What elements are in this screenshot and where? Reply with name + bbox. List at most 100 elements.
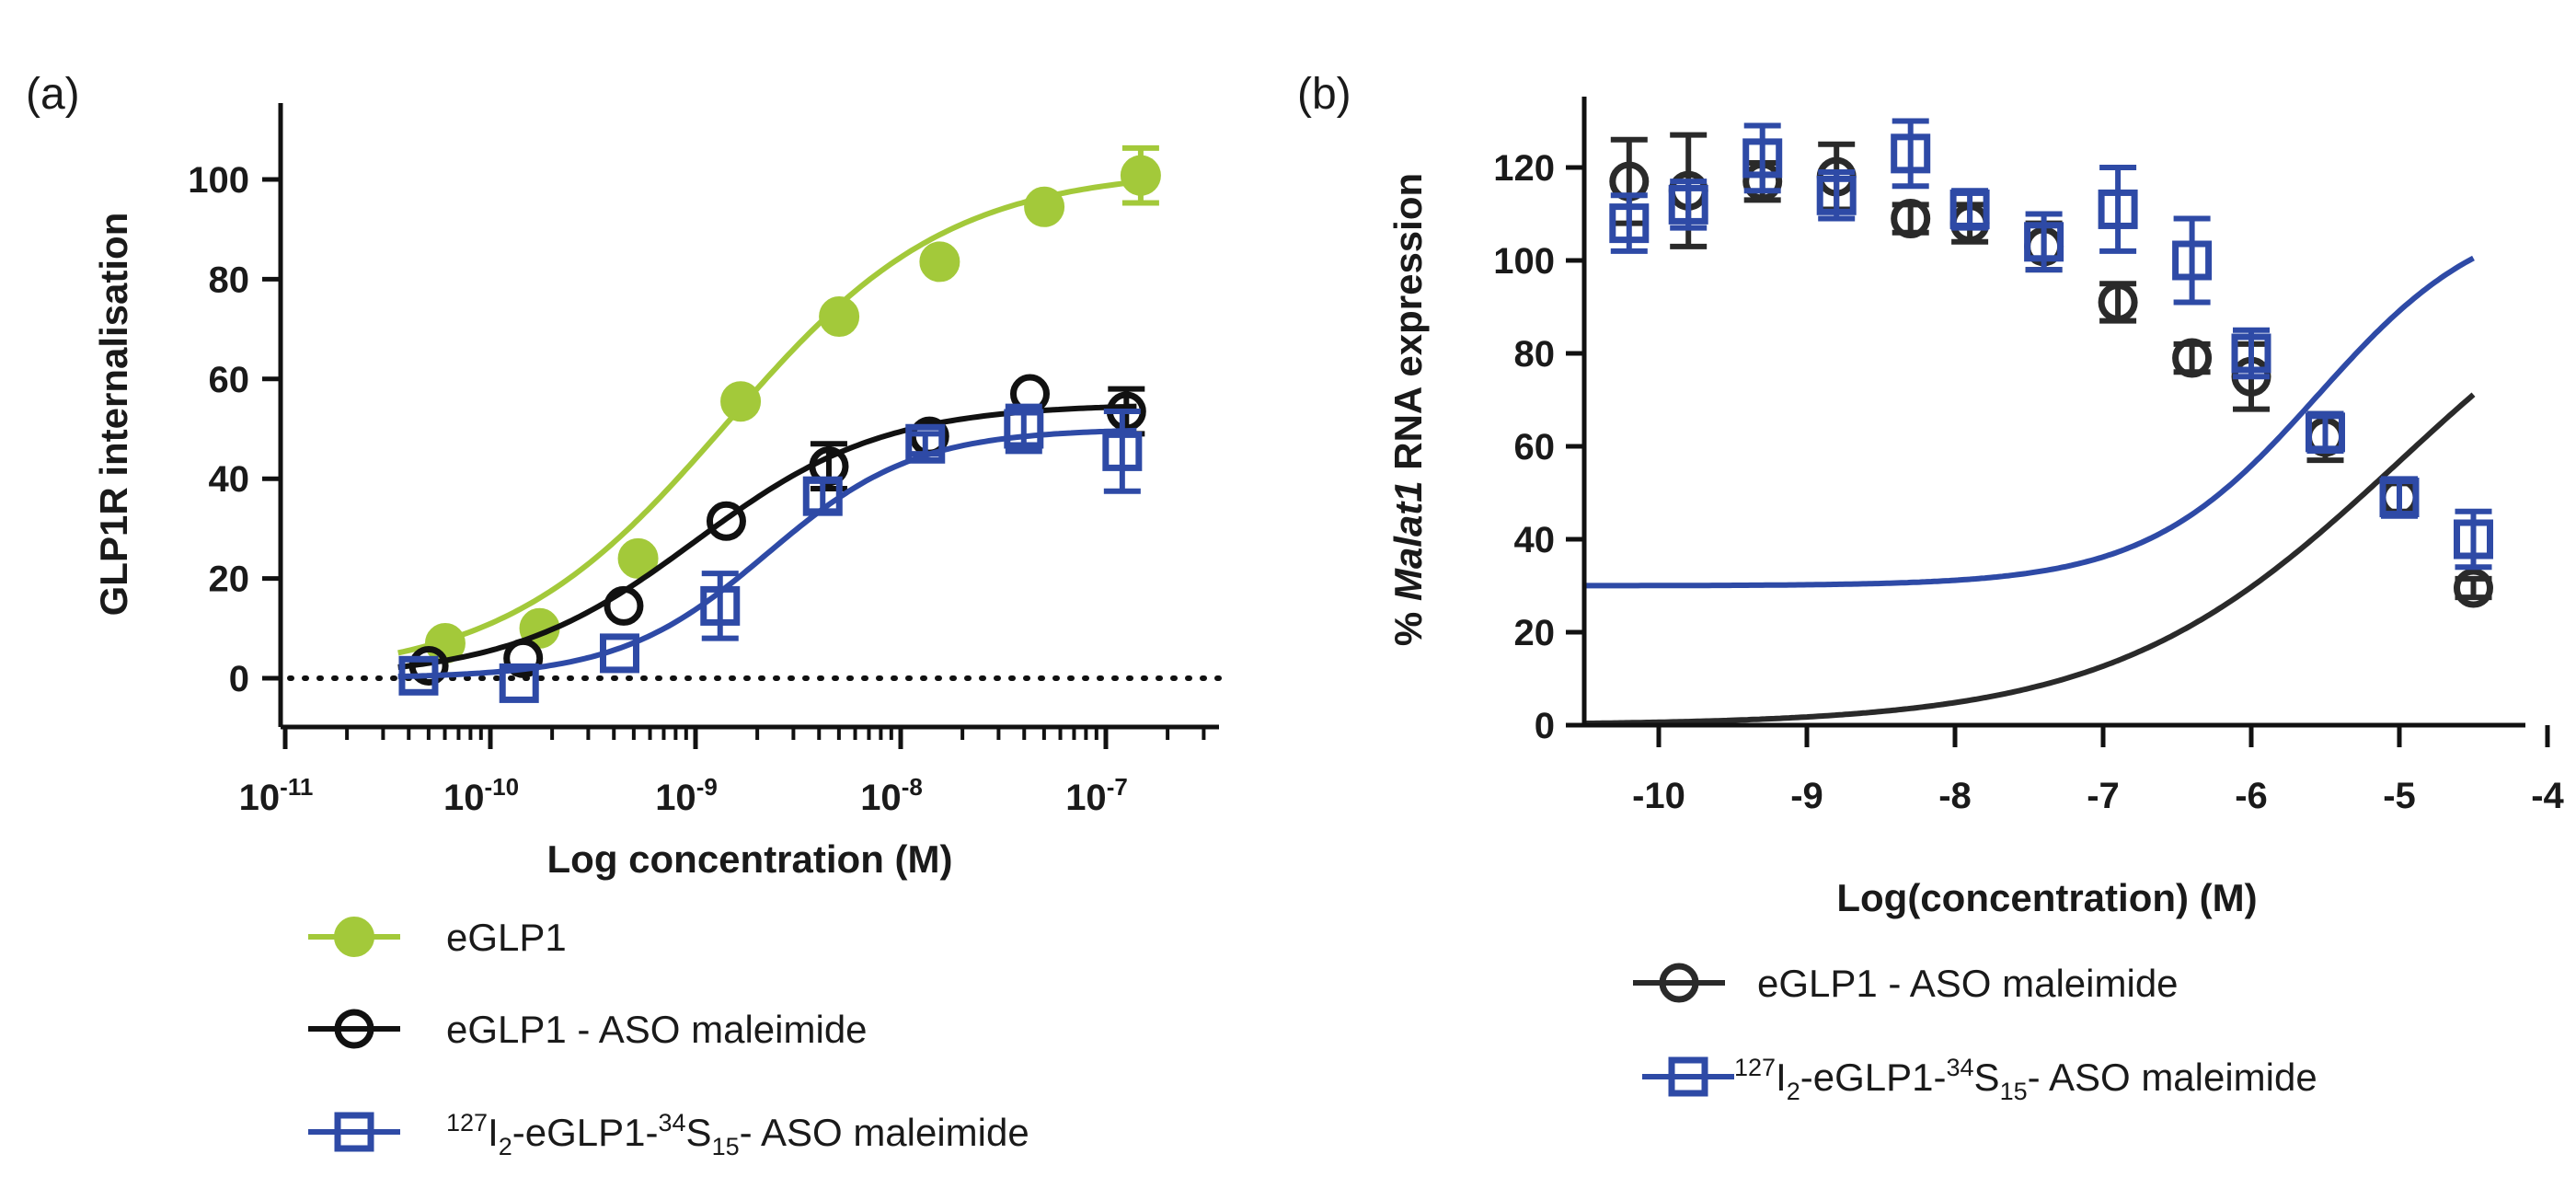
y-tick-label: 20 [209,560,250,600]
text-part: I [1776,1056,1787,1099]
text-part: -9 [696,773,718,801]
data-point [599,633,639,674]
data-point [1891,199,1931,239]
text-part: Malat1 [1386,480,1430,601]
text-part: 34 [659,1109,686,1137]
data-point [706,501,746,541]
data-point [1949,189,1990,229]
panel-a-plot-area [287,144,1222,703]
data-point [2024,222,2064,262]
x-tick-label: 10-10 [443,773,519,818]
y-tick-label: 40 [209,459,250,500]
data-point [1120,155,1161,196]
text-part: S [686,1111,712,1154]
legend-item-127i2-eglp1-34s15-aso-maleimide: 127I2-eGLP1-34S15- ASO maleimide [308,1109,1029,1160]
panel-b: (b) 0 20 40 60 80 100 120 -10 -9 -8 -7 -6 -5 -4 Log(… [1297,70,2565,1105]
y-tick-label: 20 [1514,613,1556,653]
legend-label: eGLP1 - ASO maleimide [1757,962,2179,1005]
y-tick-label: 100 [188,160,249,201]
data-point [919,241,960,283]
data-point [2454,568,2493,608]
legend-marker [334,1112,374,1152]
data-point [819,296,860,338]
text-part: 10 [239,778,281,818]
panel-a-x-ticks: 10-11 10-10 10-9 10-8 10-7 [239,727,1206,818]
text-part: 15 [712,1133,740,1160]
fit-curve [397,179,1137,656]
data-point [802,476,843,516]
data-point [2172,240,2213,281]
panel-b-legend: eGLP1 - ASO maleimide 127I2-eGLP1-34S15- … [1633,962,2317,1105]
y-tick-label: 80 [1514,334,1556,375]
legend-label: eGLP1 [446,916,567,959]
legend-label: eGLP1 - ASO maleimide [446,1008,868,1051]
panel-b-points-127i2-eglp1-34s15-aso-maleimide [1609,118,2493,571]
panel-b-y-axis-label: % Malat1 RNA expression [1386,173,1430,646]
data-point [1024,186,1065,227]
panel-a-y-axis-label: GLP1R internalisation [92,213,135,617]
text-part: eGLP1 - ASO maleimide [446,1008,868,1051]
legend-marker [1668,1056,1708,1097]
data-point [398,655,439,696]
data-point [1004,409,1044,449]
x-tick-label: -9 [1790,776,1823,816]
text-part: -11 [280,773,313,801]
fit-curve [1584,255,2475,589]
text-part: -eGLP1- [1800,1056,1947,1099]
y-tick-label: 80 [209,260,250,300]
text-part: 10 [655,778,696,818]
panel-b-series-eglp1-aso-maleimide [1584,392,2476,727]
x-tick-label: 10-7 [1065,773,1128,818]
data-point [1668,184,1708,225]
text-part: I [488,1111,499,1154]
data-point [2098,189,2138,229]
data-point [2172,338,2213,378]
text-part: -7 [1107,773,1128,801]
panel-b-y-ticks: 0 20 40 60 80 100 120 [1493,148,1584,746]
text-part: eGLP1 [446,916,567,959]
text-part: -eGLP1- [512,1111,659,1154]
data-point [2231,333,2271,374]
panel-b-series-127i2-eglp1-34s15-aso-maleimide [1584,255,2475,589]
x-tick-label: -10 [1632,776,1685,816]
legend-item-eglp1: eGLP1 [308,916,567,959]
panel-b-x-ticks: -10 -9 -8 -7 -6 -5 -4 [1632,725,2565,816]
text-part: 10 [1065,778,1107,818]
data-point [1742,138,1783,179]
y-tick-label: 120 [1493,148,1555,189]
data-point [720,381,762,422]
panel-b-points-eglp1-aso-maleimide [1609,132,2493,608]
data-point [499,663,539,703]
text-part: 10 [443,778,485,818]
text-part: 15 [2000,1078,2028,1105]
panel-b-x-axis-label: Log(concentration) (M) [1836,876,2257,919]
data-point [1891,133,1931,174]
text-part: 34 [1947,1054,1974,1081]
data-point [2454,519,2493,560]
legend-label: 127I2-eGLP1-34S15- ASO maleimide [1734,1054,2317,1105]
panel-a-series-127i2-eglp1-34s15-aso-maleimide [397,403,1143,703]
panel-a-x-axis-label: Log concentration (M) [547,837,953,881]
y-tick-label: 60 [1514,427,1556,467]
data-point [2306,412,2345,453]
text-part: RNA expression [1386,173,1430,481]
x-tick-label: 10-8 [860,773,923,818]
fit-curve [397,427,1137,680]
y-tick-label: 100 [1493,241,1555,282]
x-tick-label: -7 [2087,776,2120,816]
panel-a-y-ticks: 0 20 40 60 80 100 [188,160,281,699]
text-part: eGLP1 - ASO maleimide [1757,962,2179,1005]
text-part: - ASO maleimide [740,1111,1029,1154]
legend-marker [334,917,374,957]
fit-curve [1584,392,2476,727]
text-part: % [1386,601,1430,646]
data-point [700,585,741,626]
panel-a-series-eglp1-aso-maleimide [397,374,1146,686]
legend-item-eglp1-aso-maleimide: eGLP1 - ASO maleimide [308,1008,868,1051]
data-point [2379,478,2420,518]
panel-a-legend: eGLP1 eGLP1 - ASO maleimide 127I2-eGLP1-34… [308,916,1029,1160]
y-tick-label: 0 [229,659,249,699]
panel-b-label: (b) [1297,70,1351,119]
x-tick-label: -4 [2531,776,2564,816]
